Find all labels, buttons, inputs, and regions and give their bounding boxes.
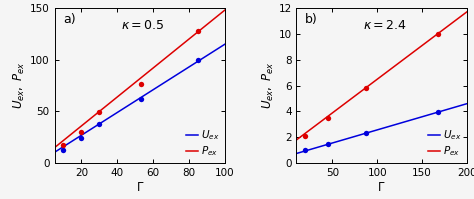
- Point: [363, 131, 370, 134]
- Point: [324, 142, 332, 145]
- Point: [96, 111, 103, 114]
- Point: [434, 33, 442, 36]
- Point: [434, 110, 442, 114]
- Point: [78, 137, 85, 140]
- Point: [137, 82, 145, 85]
- Y-axis label: $U_{ex},\ P_{ex}$: $U_{ex},\ P_{ex}$: [261, 62, 275, 109]
- Legend: $U_{ex}$, $P_{ex}$: $U_{ex}$, $P_{ex}$: [428, 128, 462, 158]
- Point: [194, 29, 202, 32]
- Point: [301, 149, 309, 152]
- Point: [137, 98, 145, 101]
- Point: [301, 135, 309, 138]
- Text: a): a): [63, 13, 76, 26]
- Point: [363, 87, 370, 90]
- Text: $\kappa = 2.4$: $\kappa = 2.4$: [363, 19, 407, 32]
- X-axis label: $\Gamma$: $\Gamma$: [377, 181, 386, 194]
- Point: [78, 131, 85, 134]
- Point: [60, 143, 67, 146]
- Legend: $U_{ex}$, $P_{ex}$: $U_{ex}$, $P_{ex}$: [186, 128, 220, 158]
- Point: [324, 116, 332, 120]
- X-axis label: $\Gamma$: $\Gamma$: [136, 181, 144, 194]
- Text: $\kappa = 0.5$: $\kappa = 0.5$: [121, 19, 165, 32]
- Point: [96, 122, 103, 125]
- Y-axis label: $U_{ex},\ P_{ex}$: $U_{ex},\ P_{ex}$: [12, 62, 27, 109]
- Point: [194, 58, 202, 61]
- Text: b): b): [305, 13, 318, 26]
- Point: [60, 148, 67, 151]
